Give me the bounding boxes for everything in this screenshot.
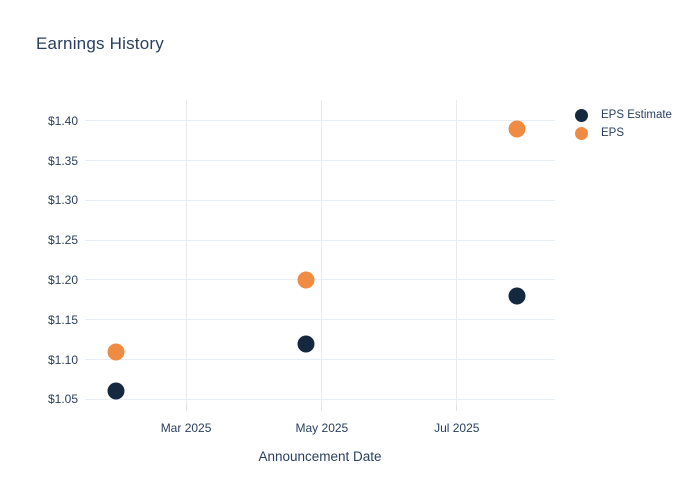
v-gridline — [185, 100, 187, 405]
point-eps-estimate[interactable] — [508, 287, 526, 305]
point-eps-estimate[interactable] — [107, 382, 125, 400]
h-gridline — [85, 239, 555, 241]
x-tick-label: Mar 2025 — [160, 421, 212, 435]
h-gridline — [85, 160, 555, 162]
y-tick-label: $1.10 — [47, 352, 78, 367]
legend-marker-eps-icon — [575, 126, 588, 140]
h-gridline — [85, 279, 555, 281]
y-tick-label: $1.30 — [47, 193, 78, 208]
y-tick-label: $1.35 — [47, 153, 78, 168]
legend: EPS Estimate EPS — [575, 106, 672, 142]
x-tick-label: May 2025 — [295, 421, 349, 435]
y-tick-label: $1.20 — [47, 272, 78, 287]
h-gridline — [85, 359, 555, 361]
chart-title: Earnings History — [36, 34, 164, 53]
v-gridline — [321, 100, 323, 405]
point-eps[interactable] — [297, 271, 315, 289]
h-gridline — [85, 120, 555, 122]
h-gridline — [85, 319, 555, 321]
legend-item-eps-estimate[interactable]: EPS Estimate — [575, 106, 672, 124]
legend-marker-eps-estimate-icon — [575, 108, 588, 122]
v-gridline — [456, 100, 458, 405]
point-eps[interactable] — [508, 120, 526, 138]
y-tick-label: $1.40 — [47, 113, 78, 128]
y-tick-label: $1.15 — [47, 312, 78, 327]
legend-item-eps[interactable]: EPS — [575, 124, 672, 142]
legend-label: EPS Estimate — [601, 109, 672, 121]
point-eps[interactable] — [107, 343, 125, 361]
h-gridline — [85, 199, 555, 201]
y-tick-label: $1.25 — [47, 233, 78, 248]
x-tick-mark — [321, 405, 323, 411]
h-gridline — [85, 398, 555, 400]
legend-label: EPS — [601, 127, 625, 139]
x-tick-label: Jul 2025 — [434, 421, 480, 435]
x-tick-mark — [185, 405, 187, 411]
x-axis-title: Announcement Date — [258, 449, 382, 464]
y-tick-label: $1.05 — [47, 392, 78, 407]
point-eps-estimate[interactable] — [297, 335, 315, 353]
x-tick-mark — [456, 405, 458, 411]
